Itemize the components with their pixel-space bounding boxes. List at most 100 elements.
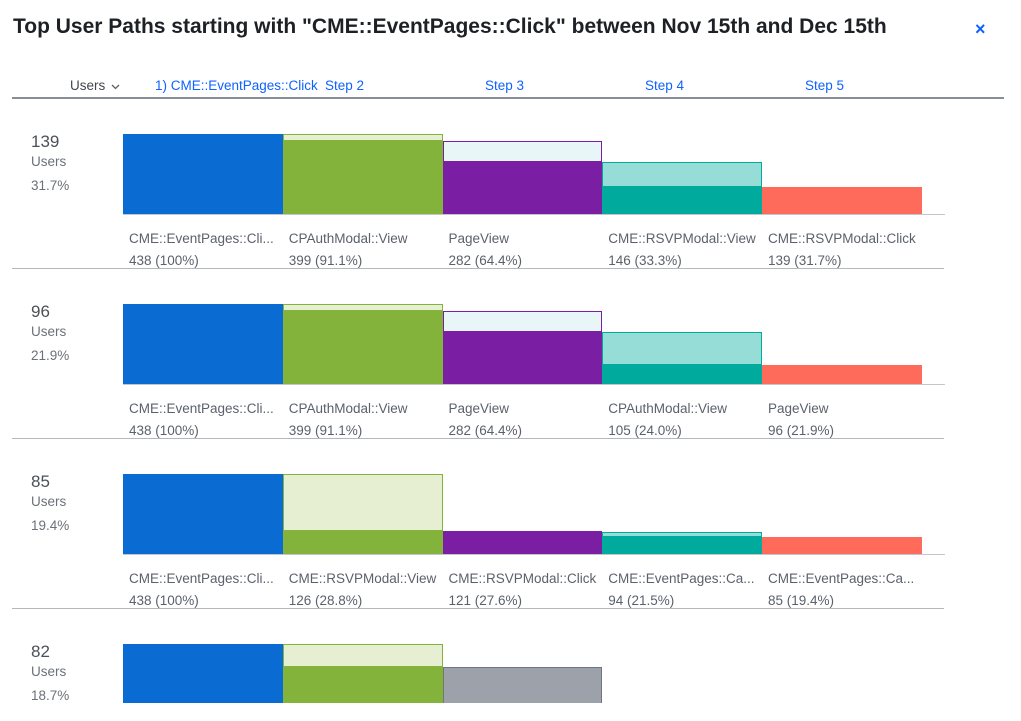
funnel-bar-event-name: PageView bbox=[768, 401, 829, 416]
funnel-bar-event-name: PageView bbox=[448, 231, 510, 246]
funnel-bar-label: CME::EventPages::Ca...94 (21.5%) bbox=[608, 568, 754, 612]
funnel-bar-dropoff-step-3[interactable] bbox=[442, 141, 603, 163]
funnel-bar-step-1[interactable] bbox=[123, 644, 283, 703]
funnel-bar-count: 282 (64.4%) bbox=[448, 423, 523, 438]
funnel-bar-dropoff-step-5[interactable] bbox=[762, 364, 922, 367]
funnel-bar-step-3[interactable] bbox=[442, 162, 603, 214]
funnel-bar-event-name: CME::RSVPModal::View bbox=[288, 571, 437, 586]
funnel-bar-count: 126 (28.8%) bbox=[288, 593, 363, 608]
funnel-bar-step-2[interactable] bbox=[282, 530, 443, 554]
funnel-bar-label: PageView 282 (64.4%) bbox=[449, 228, 523, 272]
funnel-bar-count: 121 (27.6%) bbox=[448, 593, 523, 608]
funnel-bar-event-name: CME::RSVPModal::View bbox=[608, 231, 756, 246]
funnel-bar-label: CPAuthModal::View 399 (91.1%) bbox=[289, 228, 408, 272]
funnel-bar-label: PageView 282 (64.4%) bbox=[449, 398, 523, 442]
funnel-bar-step-2[interactable] bbox=[282, 666, 443, 703]
path-row: 82 Users 18.7% bbox=[0, 615, 1021, 703]
funnel-bar-step-5[interactable] bbox=[762, 366, 922, 384]
path-users-count: 85 bbox=[31, 472, 50, 491]
funnel-bar-count: 146 (33.3%) bbox=[608, 253, 682, 268]
step-3-header-link[interactable]: Step 3 bbox=[485, 78, 525, 93]
funnel-bar-dropoff-step-2[interactable] bbox=[282, 304, 443, 312]
path-row: 85 Users 19.4% CME::EventPages::Cli... 438 (… bbox=[0, 445, 1021, 615]
users-dropdown-label: Users bbox=[70, 78, 106, 93]
funnel-bar-step-2[interactable] bbox=[282, 141, 443, 214]
funnel-bar-step-5[interactable] bbox=[762, 188, 922, 214]
funnel-bar-count: 96 (21.9%) bbox=[768, 423, 835, 438]
path-users-percent: 21.9% bbox=[31, 348, 70, 363]
funnel-bar-step-1[interactable] bbox=[123, 134, 283, 214]
funnel-bar-label: CME::EventPages::Ca... 85 (19.4%) bbox=[768, 568, 914, 612]
step-5-header-link[interactable]: Step 5 bbox=[805, 78, 845, 93]
funnel-bar-count: 94 (21.5%) bbox=[608, 593, 675, 608]
funnel-bar-event-name: CPAuthModal::View bbox=[288, 401, 408, 416]
path-users-word: Users bbox=[31, 324, 67, 339]
funnel-bar-event-name: CME::EventPages::Ca... bbox=[608, 571, 755, 586]
funnel-bar-count: 438 (100%) bbox=[129, 253, 199, 268]
row-divider bbox=[12, 438, 944, 439]
row-divider bbox=[12, 268, 944, 269]
chevron-down-icon bbox=[111, 78, 120, 93]
funnel-bar-step-1[interactable] bbox=[123, 474, 283, 554]
funnel-bar-count: 399 (91.1%) bbox=[288, 423, 363, 438]
users-metric-dropdown[interactable]: Users bbox=[70, 78, 120, 93]
funnel-bar-step-4[interactable] bbox=[602, 536, 762, 554]
funnel-bar-step-1[interactable] bbox=[123, 304, 283, 384]
path-users-count: 96 bbox=[31, 302, 50, 321]
header-divider bbox=[12, 97, 1004, 99]
funnel-bar-dropoff-step-5[interactable] bbox=[762, 536, 922, 539]
funnel-bar-dropoff-step-2[interactable] bbox=[282, 644, 443, 667]
funnel-bar-label: PageView 96 (21.9%) bbox=[768, 398, 834, 442]
row-divider bbox=[12, 608, 944, 609]
step-1-header-link[interactable]: 1) CME::EventPages::Click bbox=[155, 78, 318, 93]
funnel-bar-count: 399 (91.1%) bbox=[288, 253, 363, 268]
path-users-percent: 31.7% bbox=[31, 178, 70, 193]
path-row: 139 Users 31.7% CME::EventPages::Cli... 438 … bbox=[0, 105, 1021, 275]
funnel-bar-event-name: CME::EventPages::Ca... bbox=[768, 571, 915, 586]
funnel-bar-event-name: CME::RSVPModal::Click bbox=[448, 571, 597, 586]
funnel-bar-dropoff-step-4[interactable] bbox=[602, 332, 762, 365]
funnel-bar-step-3[interactable] bbox=[442, 531, 603, 554]
paths-list: 139 Users 31.7% CME::EventPages::Cli... 438 … bbox=[0, 105, 1021, 703]
step-4-header-link[interactable]: Step 4 bbox=[645, 78, 685, 93]
funnel-bar-step-3[interactable] bbox=[442, 332, 603, 384]
funnel-bar-count: 105 (24.0%) bbox=[608, 423, 682, 438]
funnel-bar-step-3[interactable] bbox=[442, 667, 603, 703]
funnel-bar-count: 139 (31.7%) bbox=[768, 253, 842, 268]
funnel-bar-event-name: PageView bbox=[448, 401, 510, 416]
funnel-bar-label: CME::EventPages::Cli...438 (100%) bbox=[129, 228, 274, 272]
chart-baseline bbox=[123, 384, 945, 385]
funnel-bar-dropoff-step-2[interactable] bbox=[282, 474, 443, 531]
funnel-bar-dropoff-step-2[interactable] bbox=[282, 134, 443, 142]
funnel-bar-dropoff-step-4[interactable] bbox=[602, 531, 762, 537]
funnel-bar-label: CME::EventPages::Cli...438 (100%) bbox=[129, 568, 274, 612]
chart-baseline bbox=[123, 214, 945, 215]
funnel-bar-dropoff-step-4[interactable] bbox=[602, 162, 762, 188]
funnel-bar-count: 282 (64.4%) bbox=[448, 253, 523, 268]
path-users-percent: 19.4% bbox=[31, 518, 70, 533]
chart-baseline bbox=[123, 554, 945, 555]
path-users-word: Users bbox=[31, 154, 67, 169]
page-title: Top User Paths starting with "CME::Event… bbox=[13, 15, 887, 38]
step-2-header-link[interactable]: Step 2 bbox=[325, 78, 365, 93]
funnel-bar-event-name: CME::EventPages::Cli... bbox=[129, 571, 274, 586]
funnel-bar-label: CME::EventPages::Cli... 438 (100%) bbox=[129, 398, 274, 442]
path-users-percent: 18.7% bbox=[31, 688, 70, 703]
funnel-bar-step-5[interactable] bbox=[762, 538, 922, 554]
funnel-bar-event-name: CME::RSVPModal::Click bbox=[768, 231, 916, 246]
funnel-bar-event-name: CPAuthModal::View bbox=[608, 401, 728, 416]
funnel-bar-count: 438 (100%) bbox=[129, 593, 199, 608]
path-users-word: Users bbox=[31, 664, 67, 679]
close-icon[interactable]: × bbox=[975, 19, 986, 39]
funnel-bar-step-4[interactable] bbox=[602, 187, 762, 214]
funnel-bar-step-2[interactable] bbox=[282, 311, 443, 384]
funnel-bar-event-name: CME::EventPages::Cli... bbox=[129, 231, 274, 246]
path-users-count: 82 bbox=[31, 642, 50, 661]
funnel-bar-step-4[interactable] bbox=[602, 364, 762, 384]
funnel-bar-dropoff-step-3[interactable] bbox=[442, 311, 603, 333]
